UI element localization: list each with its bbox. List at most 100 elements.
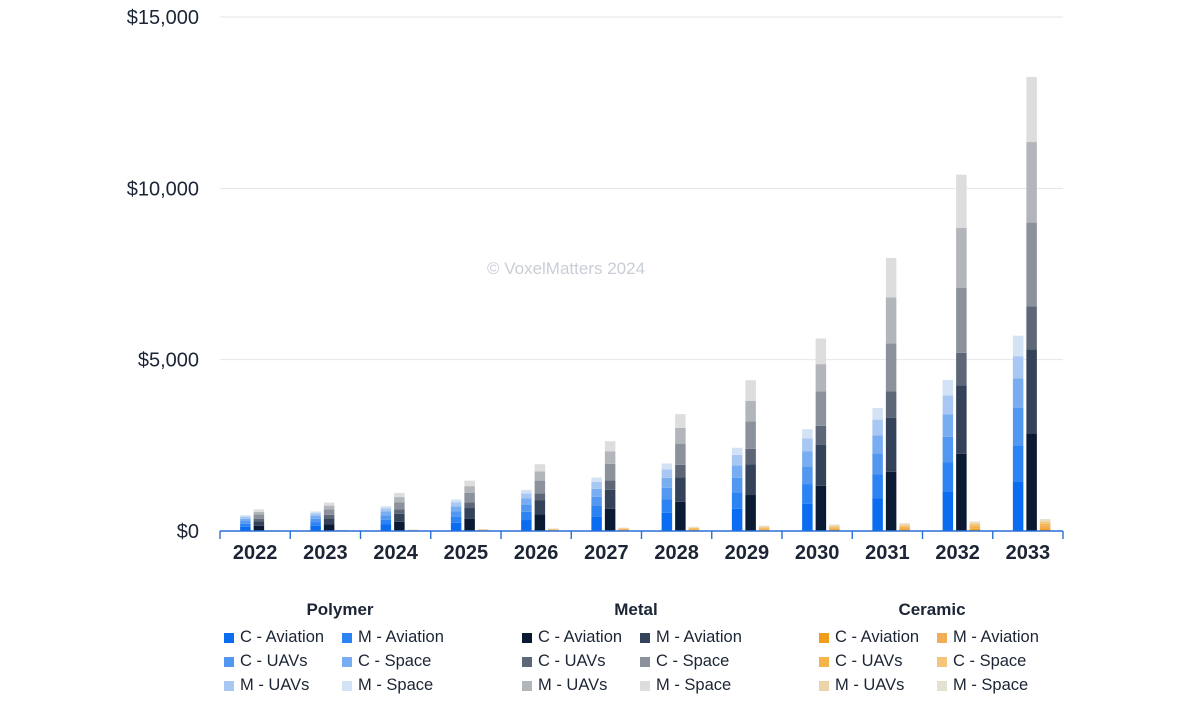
legend-swatch [819, 680, 829, 691]
bar-segment [521, 504, 532, 512]
legend-swatch [522, 632, 532, 643]
bar-segment [534, 500, 546, 515]
bar-segment [731, 454, 743, 466]
bar-segment [604, 451, 616, 464]
bar-segment [899, 526, 910, 528]
bar-segment [758, 527, 770, 528]
bar-segment [885, 417, 897, 472]
bar-segment [956, 287, 967, 353]
x-tick-label: 2030 [795, 542, 840, 564]
legend-label: M - UAVs [835, 676, 905, 694]
legend-item: M - Space [640, 676, 731, 695]
legend-group-title: Metal [614, 600, 658, 619]
bar-segment [380, 506, 392, 509]
legend-item: C - UAVs [522, 652, 606, 671]
bar-segment [899, 529, 910, 531]
y-tick-label: $15,000 [127, 7, 199, 29]
bar-segment [829, 524, 840, 526]
bar-segment [380, 508, 392, 512]
y-tick-label: $10,000 [127, 178, 199, 200]
legend-label: C - UAVs [835, 652, 903, 670]
bar-segment [310, 515, 321, 519]
bar-segment [380, 524, 392, 531]
bar-segment [240, 515, 251, 517]
legend-swatch [819, 632, 829, 643]
legend-item: M - Aviation [342, 628, 444, 647]
bar-segment [731, 492, 743, 509]
bar-segment [591, 481, 602, 489]
bar-segment [745, 448, 756, 465]
bar-segment [521, 493, 532, 499]
bar-segment [885, 391, 897, 418]
legend-swatch [342, 632, 352, 643]
bar-segment [956, 352, 967, 386]
bar-segment [802, 466, 813, 485]
legend-swatch [342, 656, 352, 667]
bar-segment [253, 525, 265, 531]
watermark: © VoxelMatters 2024 [487, 259, 645, 278]
bar-segment [661, 499, 673, 513]
bar-segment [450, 522, 462, 531]
legend-label: C - Aviation [835, 628, 920, 646]
x-tick-label: 2026 [514, 542, 559, 564]
bar-segment [521, 498, 532, 505]
bar-segment [802, 429, 813, 439]
legend-swatch [640, 680, 650, 691]
bar-segment [1012, 378, 1024, 408]
stacked-bar-chart: $0 $5,000 $10,000 $15,000 © VoxelMatters 20… [127, 7, 1064, 564]
bar-segment [745, 380, 756, 401]
legend-swatch [937, 656, 947, 667]
bar-segment [661, 477, 673, 488]
bar-segment [745, 400, 756, 422]
bar-segment [450, 506, 462, 512]
bar-segment [956, 174, 967, 228]
bar-segment [942, 462, 954, 492]
bar-segment [591, 477, 602, 482]
legend-swatch [937, 680, 947, 691]
bar-segment [872, 419, 883, 436]
y-tick-label: $0 [177, 521, 199, 543]
bar-segment [956, 227, 967, 288]
x-tick-label: 2029 [725, 542, 770, 564]
bar-segment [1039, 520, 1051, 522]
bar-segment [758, 526, 770, 528]
bar-segment [885, 297, 897, 344]
bar-segment [829, 526, 840, 528]
bar-segment [534, 493, 546, 501]
bar-segment [942, 491, 954, 531]
legend-swatch [224, 632, 234, 643]
legend-item: M - UAVs [224, 676, 309, 695]
bar-segment [758, 527, 770, 529]
legend-item: C - Aviation [819, 628, 919, 647]
x-tick-label: 2033 [1006, 542, 1051, 564]
bar-segment [731, 447, 743, 455]
bar-segment [675, 501, 686, 531]
bar-segment [969, 525, 981, 527]
bar-segment [464, 486, 475, 493]
bar-segment [394, 492, 405, 498]
bar-segment [661, 487, 673, 500]
legend-swatch [342, 680, 352, 691]
bar-segment [1026, 349, 1037, 434]
x-tick-label: 2031 [865, 542, 910, 564]
bar-segment [464, 502, 475, 509]
bar-segment [534, 471, 546, 481]
bar-segment [240, 516, 251, 519]
bar-segment [253, 514, 265, 519]
bar-segment [618, 528, 629, 530]
bar-segment [745, 464, 756, 496]
bar-segment [758, 525, 770, 527]
bar-segment [450, 502, 462, 507]
bar-segment [661, 463, 673, 470]
bar-segment [802, 503, 813, 531]
bar-segment [450, 516, 462, 523]
bar-segment [688, 529, 700, 530]
bar-segment [604, 508, 616, 531]
bar-segment [534, 464, 546, 472]
bar-segment [815, 485, 827, 531]
bar-segment [464, 480, 475, 487]
bar-segment [969, 521, 981, 523]
bar-segment [1012, 445, 1024, 482]
bar-segment [815, 391, 827, 426]
bar-segment [1026, 433, 1037, 531]
